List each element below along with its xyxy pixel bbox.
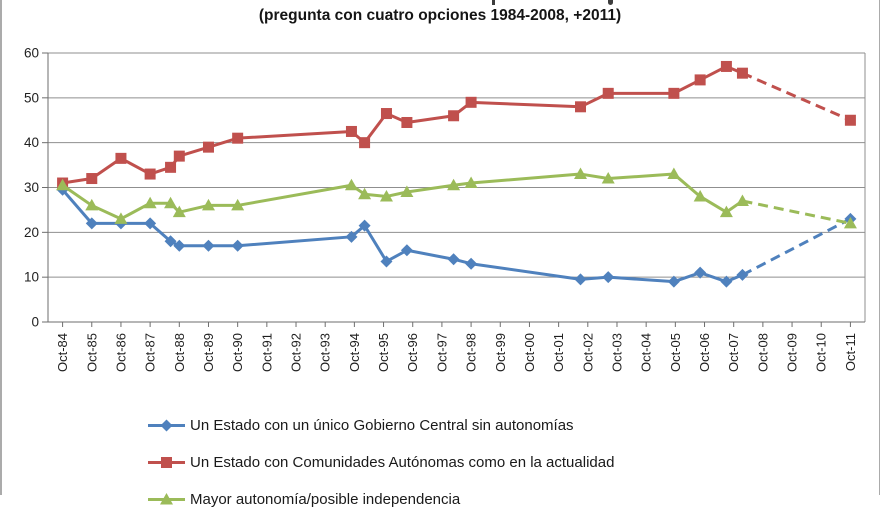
- x-tick-label: Oct-00: [522, 333, 537, 372]
- series-triangle: [56, 167, 857, 229]
- clipped-title-line: [0, 0, 880, 6]
- x-tick-label: Oct-96: [405, 333, 420, 372]
- x-tick-label: Oct-04: [639, 333, 654, 372]
- legend: Un Estado con un único Gobierno Central …: [147, 407, 614, 518]
- x-tick-label: Oct-88: [172, 333, 187, 372]
- x-tick-label: Oct-87: [143, 333, 158, 372]
- x-tick-label: Oct-06: [697, 333, 712, 372]
- legend-item-comunidades-autonomas: Un Estado con Comunidades Autónomas como…: [147, 444, 614, 481]
- x-tick-label: Oct-98: [464, 333, 479, 372]
- legend-item-mayor-autonomia: Mayor autonomía/posible independencia: [147, 481, 614, 518]
- legend-label: Un Estado con un único Gobierno Central …: [190, 417, 574, 434]
- series-dashed-projection: [741, 71, 852, 122]
- x-tick-label: Oct-92: [289, 333, 304, 372]
- x-tick-label: Oct-10: [814, 333, 829, 372]
- x-tick-label: Oct-84: [55, 333, 70, 372]
- x-tick-label: Oct-93: [318, 333, 333, 372]
- y-tick-label: 20: [24, 225, 39, 240]
- series-dashed-projection: [741, 217, 852, 277]
- x-tick-label: Oct-09: [785, 333, 800, 372]
- y-tick-label: 10: [24, 270, 39, 285]
- legend-label: Un Estado con Comunidades Autónomas como…: [190, 454, 615, 471]
- x-tick-label: Oct-86: [113, 333, 128, 372]
- series-square: [57, 60, 856, 189]
- legend-marker-triangle-icon: [148, 493, 185, 505]
- chart-subtitle: (pregunta con cuatro opciones 1984-2008,…: [258, 7, 622, 24]
- x-tick-label: Oct-03: [609, 333, 624, 372]
- x-tick-label: Oct-11: [843, 333, 858, 371]
- x-tick-label: Oct-89: [201, 333, 216, 372]
- series-dashed-projection: [742, 199, 851, 225]
- series-line: [61, 188, 744, 284]
- x-tick-label: Oct-91: [259, 333, 274, 372]
- y-tick-label: 40: [24, 135, 39, 150]
- axes: [42, 52, 865, 327]
- y-tick-label: 0: [31, 315, 39, 330]
- y-axis-labels: 0 10 20 30 40 50 60: [24, 46, 39, 330]
- title-descender-mark: [492, 0, 495, 5]
- x-tick-label: Oct-90: [230, 333, 245, 372]
- y-tick-label: 30: [24, 180, 39, 195]
- legend-marker-square-icon: [148, 457, 185, 468]
- x-tick-label: Oct-01: [551, 333, 566, 372]
- legend-label: Mayor autonomía/posible independencia: [190, 491, 461, 508]
- x-tick-label: Oct-02: [580, 333, 595, 372]
- legend-marker-diamond-icon: [148, 419, 185, 432]
- series-diamond: [56, 183, 857, 288]
- title-descender-mark: [608, 0, 613, 5]
- x-tick-label: Oct-07: [726, 333, 741, 372]
- y-tick-label: 60: [24, 46, 39, 61]
- y-tick-label: 50: [24, 90, 39, 105]
- x-tick-label: Oct-94: [347, 333, 362, 372]
- x-tick-label: Oct-95: [376, 333, 391, 372]
- x-tick-label: Oct-05: [668, 333, 683, 372]
- x-tick-label: Oct-85: [84, 333, 99, 372]
- x-tick-label: Oct-97: [434, 333, 449, 372]
- legend-item-gobierno-central-unico: Un Estado con un único Gobierno Central …: [147, 407, 614, 444]
- x-tick-label: Oct-99: [493, 333, 508, 372]
- x-tick-label: Oct-08: [755, 333, 770, 372]
- x-axis-labels: Oct-84 Oct-85 Oct-86 Oct-87 Oct-88 Oct-89 Oct-…: [55, 333, 858, 372]
